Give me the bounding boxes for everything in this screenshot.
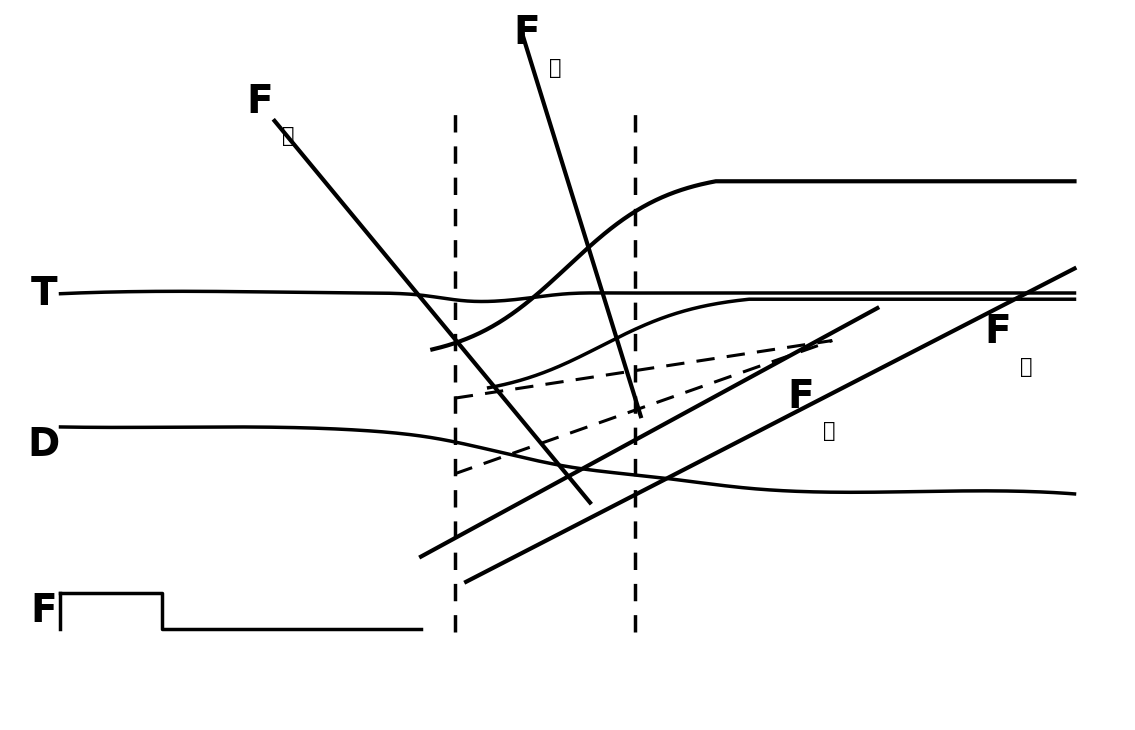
Text: 实: 实 (1020, 356, 1033, 377)
Text: 补: 补 (283, 126, 295, 146)
Text: T: T (31, 274, 57, 312)
Text: F: F (984, 313, 1011, 351)
Text: F: F (513, 15, 540, 53)
Text: F: F (788, 378, 814, 416)
Text: F: F (246, 83, 274, 121)
Text: D: D (27, 426, 60, 464)
Text: 原: 原 (823, 421, 835, 442)
Text: 标: 标 (549, 58, 562, 77)
Text: F: F (31, 591, 57, 629)
